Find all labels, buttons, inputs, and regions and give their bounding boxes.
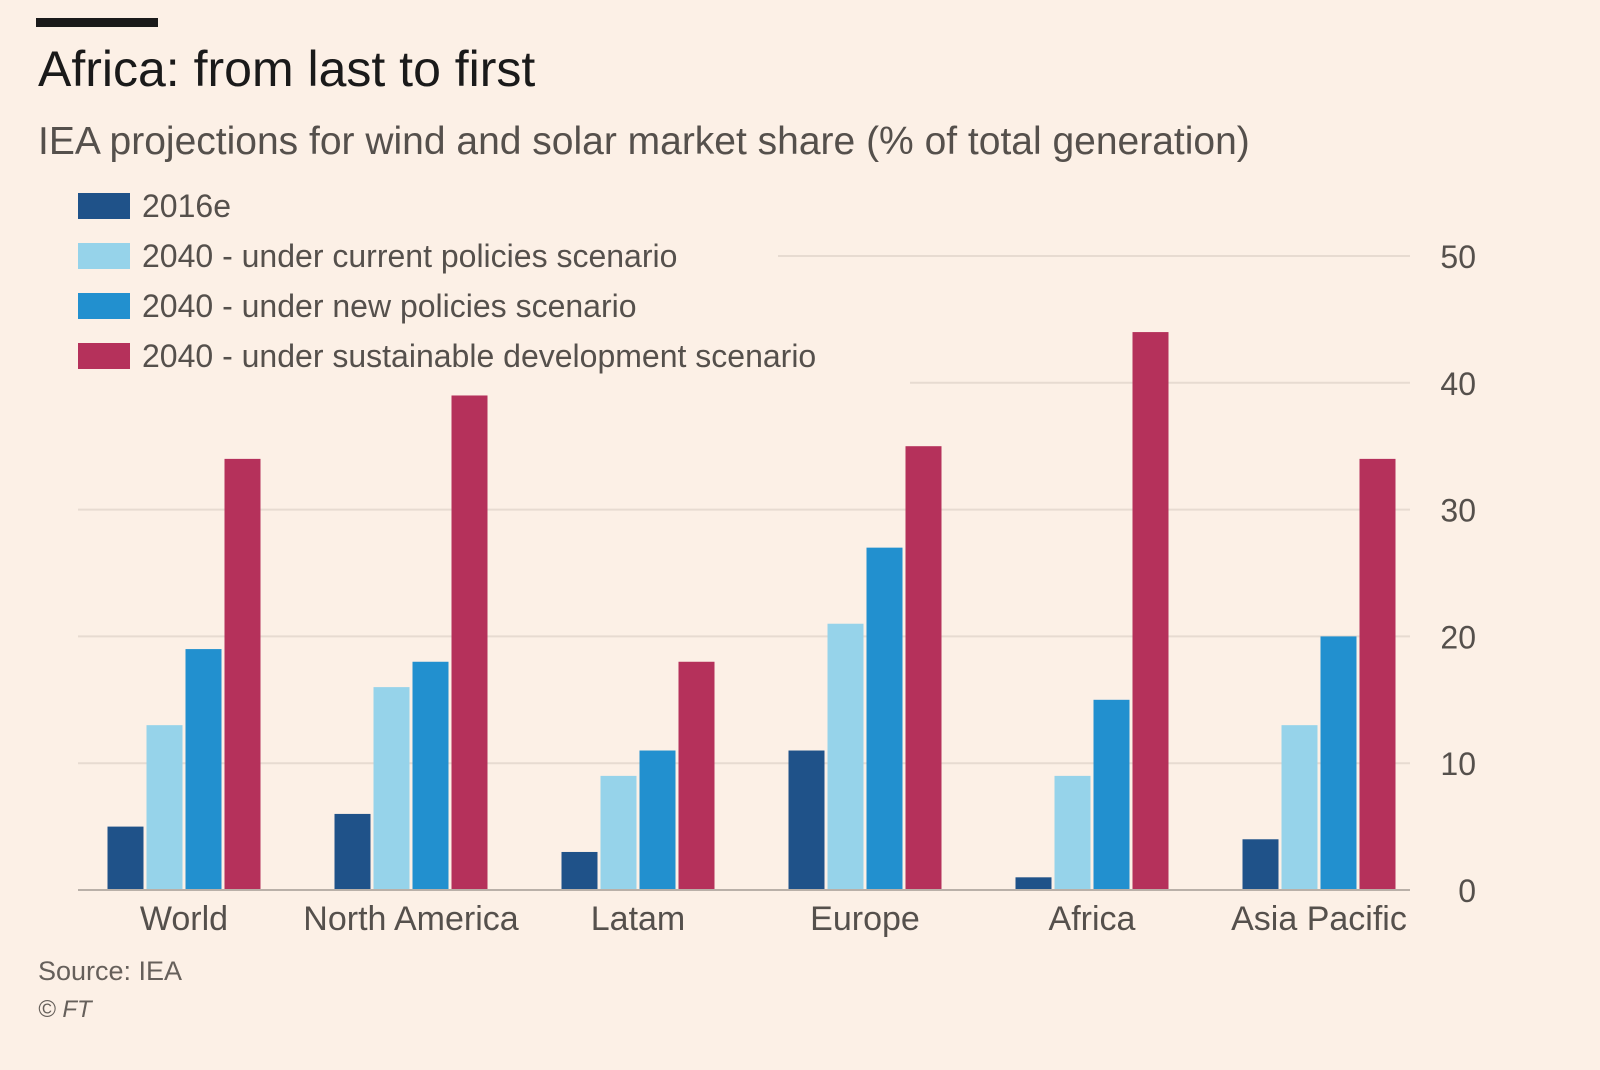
bar — [146, 725, 183, 890]
legend-swatch — [78, 343, 130, 369]
bar — [1242, 839, 1279, 890]
x-tick-label: Africa — [1049, 900, 1136, 938]
x-tick-label: Europe — [810, 900, 920, 938]
bar — [561, 851, 598, 890]
legend-label: 2040 - under sustainable development sce… — [142, 338, 816, 374]
legend-swatch — [78, 243, 130, 269]
bar — [1320, 636, 1357, 890]
legend-label: 2040 - under new policies scenario — [142, 288, 637, 324]
x-tick-label: Latam — [591, 900, 686, 938]
y-tick-label: 0 — [1458, 873, 1476, 909]
bar — [185, 649, 222, 890]
bar — [224, 458, 261, 890]
bar — [639, 750, 676, 890]
x-tick-label: Asia Pacific — [1231, 900, 1407, 938]
bar — [600, 775, 637, 890]
bar — [1015, 877, 1052, 890]
legend-swatch — [78, 293, 130, 319]
bar — [451, 395, 488, 890]
header-rule — [36, 18, 158, 27]
y-tick-label: 20 — [1440, 619, 1476, 655]
y-tick-label: 40 — [1440, 366, 1476, 402]
y-tick-label: 50 — [1440, 239, 1476, 275]
bar — [905, 446, 942, 890]
bar — [412, 661, 449, 890]
copyright-note: © FT — [38, 996, 92, 1023]
y-tick-label: 30 — [1440, 493, 1476, 529]
x-tick-label: North America — [303, 900, 518, 938]
y-tick-label: 10 — [1440, 746, 1476, 782]
bar — [866, 547, 903, 890]
x-tick-label: World — [140, 900, 228, 938]
bar — [107, 826, 144, 890]
bar — [334, 813, 371, 890]
bar — [788, 750, 825, 890]
bar — [1281, 725, 1318, 890]
bar — [1054, 775, 1091, 890]
source-note: Source: IEA — [38, 956, 183, 986]
chart-title: Africa: from last to first — [38, 41, 536, 97]
bar — [678, 661, 715, 890]
bar — [373, 687, 410, 890]
bar — [1359, 458, 1396, 890]
legend-swatch — [78, 193, 130, 219]
bar — [827, 623, 864, 890]
legend-label: 2040 - under current policies scenario — [142, 238, 677, 274]
chart-subtitle: IEA projections for wind and solar marke… — [38, 120, 1250, 163]
legend-label: 2016e — [142, 188, 231, 224]
bar — [1132, 332, 1169, 891]
bar — [1093, 699, 1130, 890]
